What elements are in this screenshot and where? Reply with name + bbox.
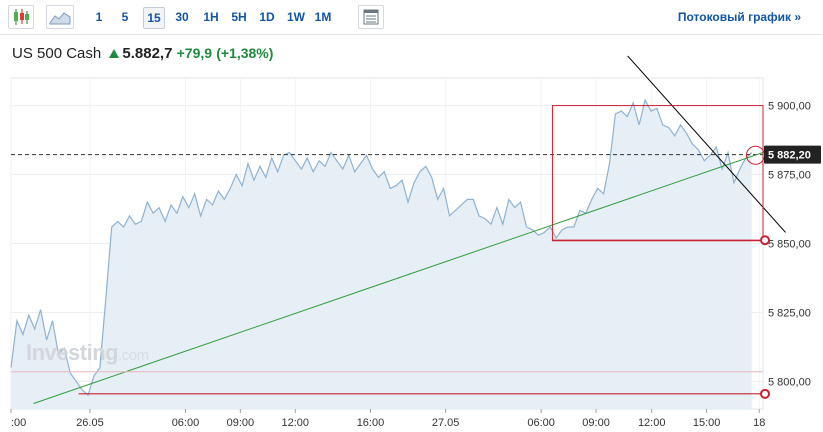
series-line <box>10 98 753 397</box>
current-price-label: 5 882,20 <box>768 150 811 162</box>
area-chart-icon[interactable] <box>46 5 74 29</box>
candlestick-icon[interactable] <box>8 5 34 29</box>
quote-header: US 500 Cash 5.882,7 +79,9 (+1,38%) <box>12 45 273 62</box>
y-tick-label: 5 850,00 <box>768 239 811 251</box>
x-tick-label: 12:00 <box>281 417 309 429</box>
timeframe-30[interactable]: 30 <box>175 10 189 24</box>
x-tick-label: 16:00 <box>357 417 385 429</box>
trendline-black <box>627 55 786 233</box>
stream-chart-link[interactable]: Потоковый график » <box>677 10 801 24</box>
watermark-domain: .com <box>118 347 149 364</box>
x-tick-label: :00 <box>11 417 26 429</box>
x-tick-label: 06:00 <box>172 417 200 429</box>
y-tick-label: 5 825,00 <box>768 307 811 319</box>
x-tick-label: 26.05 <box>76 417 104 429</box>
table-icon[interactable] <box>358 5 384 29</box>
y-tick-label: 5 900,00 <box>768 101 811 113</box>
timeframe-1w[interactable]: 1W <box>287 10 305 24</box>
x-tick-label: 09:00 <box>582 417 610 429</box>
x-tick-label: 18 <box>753 417 765 429</box>
trendline-green <box>33 152 764 404</box>
up-arrow-icon <box>109 49 120 59</box>
timeframe-15[interactable]: 15 <box>143 7 165 29</box>
watermark-brand: Investing <box>26 340 119 365</box>
level-handle <box>760 388 770 399</box>
instrument-name: US 500 Cash <box>12 45 102 62</box>
price-change: +79,9 <box>176 45 213 61</box>
x-tick-label: 27.05 <box>432 417 460 429</box>
timeframe-5[interactable]: 5 <box>121 10 129 24</box>
price-change-percent: (+1,38%) <box>216 45 274 61</box>
timeframe-1[interactable]: 1 <box>95 10 103 24</box>
investing-watermark: Investing.com <box>26 340 149 366</box>
x-tick-label: 06:00 <box>527 417 555 429</box>
y-tick-label: 5 875,00 <box>768 170 811 182</box>
timeframe-1d[interactable]: 1D <box>259 10 275 24</box>
level-handle <box>760 235 770 246</box>
x-tick-label: 12:00 <box>638 417 666 429</box>
series-area <box>11 100 752 409</box>
timeframe-1m[interactable]: 1M <box>314 10 332 24</box>
y-tick-label: 5 800,00 <box>768 376 811 388</box>
timeframe-5h[interactable]: 5H <box>231 10 247 24</box>
last-price: 5.882,7 <box>122 45 173 62</box>
timeframe-1h[interactable]: 1H <box>203 10 219 24</box>
x-tick-label: 09:00 <box>227 417 255 429</box>
chart-toolbar: 1 5 15 30 1H 5H 1D 1W 1M Потоковый график » <box>0 0 823 35</box>
x-tick-label: 15:00 <box>693 417 721 429</box>
current-price-badge <box>764 145 821 164</box>
